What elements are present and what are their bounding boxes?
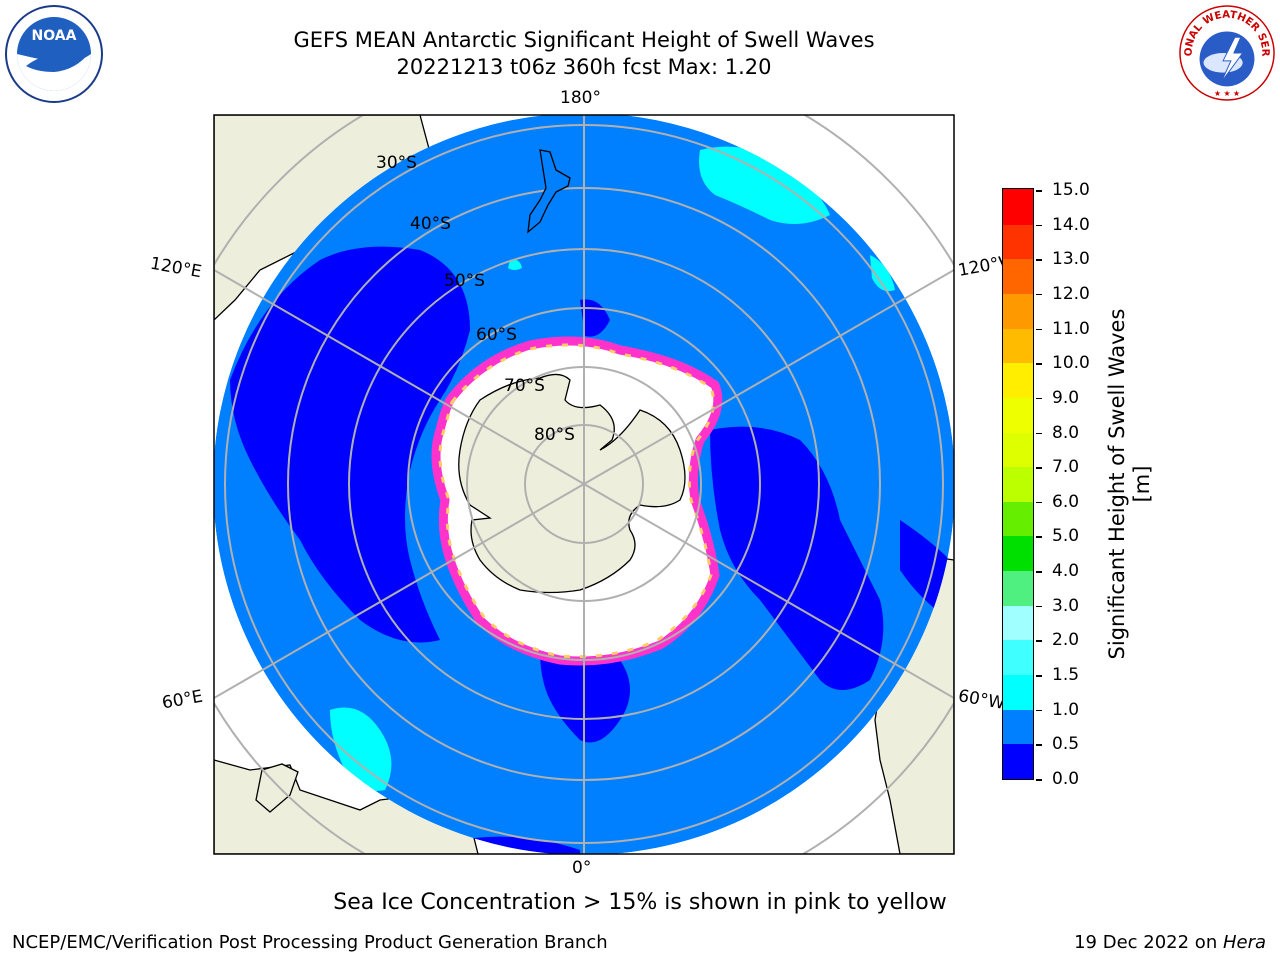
colorbar-title: Significant Height of Swell Waves [m] [1105,308,1154,660]
colorbar-bin [1003,674,1033,710]
colorbar-bin [1003,328,1033,364]
colorbar-tick-label: 7.0 [1052,457,1080,478]
colorbar-tick [1036,397,1042,400]
colorbar-tick [1036,744,1042,746]
footer-host: Hera [1222,932,1266,953]
colorbar-bin [1003,501,1033,537]
lat-label-70s: 70°S [504,376,545,396]
colorbar-tick-label: 14.0 [1052,214,1090,235]
map-frame [213,114,955,855]
colorbar-bin [1003,397,1033,433]
colorbar-tick [1036,675,1042,677]
svg-text:★ ★ ★: ★ ★ ★ [1214,89,1240,98]
colorbar-tick-label: 4.0 [1052,561,1080,582]
colorbar-tick [1036,605,1042,608]
colorbar-tick-label: 9.0 [1052,387,1080,408]
colorbar-tick [1036,467,1042,469]
meridian-lines [214,115,954,854]
lon-label-180: 180° [560,88,601,108]
colorbar-tick-label: 8.0 [1052,422,1080,443]
colorbar-tick-label: 1.0 [1052,699,1080,720]
colorbar-tick [1036,328,1042,331]
colorbar-tick [1036,190,1042,192]
colorbar-tick [1036,779,1042,781]
colorbar-bin [1003,293,1033,329]
colorbar-tick [1036,571,1042,573]
land-new-zealand [527,149,571,234]
colorbar-bin [1003,743,1033,779]
colorbar-bin [1003,431,1033,468]
colorbar-tick [1036,259,1042,261]
colorbar-bin [1003,709,1033,745]
colorbar-tick-label: 10.0 [1052,353,1090,374]
lat-label-40s: 40°S [410,214,451,234]
land-madagascar [255,763,299,813]
colorbar-tick [1036,709,1042,712]
nws-logo: NATIONAL WEATHER SERVICE ★ ★ ★ [1178,4,1275,101]
colorbar-bin [1003,224,1033,260]
colorbar-tick-label: 5.0 [1052,526,1080,547]
colorbar-tick [1036,536,1042,538]
colorbar-tick-label: 13.0 [1052,249,1090,270]
colorbar-tick-label: 3.0 [1052,595,1080,616]
colorbar-bin [1003,570,1033,606]
footer-date: 19 Dec 2022 on Hera [1074,932,1266,953]
lat-label-30s: 30°S [376,153,417,173]
colorbar-bin [1003,466,1033,502]
colorbar-tick-label: 6.0 [1052,491,1080,512]
colorbar-bin [1003,189,1033,225]
chart-subtitle: 20221213 t06z 360h fcst Max: 1.20 [396,55,772,79]
colorbar-tick-label: 2.0 [1052,630,1080,651]
colorbar-tick [1036,501,1042,504]
colorbar-tick-label: 15.0 [1052,180,1090,200]
colorbar-tick-label: 12.0 [1052,283,1090,304]
colorbar-tick-label: 1.5 [1052,665,1080,686]
colorbar-tick [1036,224,1042,227]
colorbar-bin [1003,362,1033,398]
lat-label-50s: 50°S [444,271,485,291]
colorbar [1002,188,1034,780]
colorbar-bin [1003,258,1033,294]
colorbar-bin [1003,605,1033,641]
chart-title: GEFS MEAN Antarctic Significant Height o… [293,28,875,52]
footer-date-text: 19 Dec 2022 on [1074,932,1223,953]
colorbar-tick [1036,293,1042,296]
lat-label-60s: 60°S [476,325,517,345]
lat-label-80s: 80°S [534,425,575,445]
colorbar-tick [1036,363,1042,365]
colorbar-bin [1003,535,1033,572]
lon-label-0: 0° [572,858,592,878]
colorbar-tick-label: 11.0 [1052,318,1090,339]
footer-credit: NCEP/EMC/Verification Post Processing Pr… [12,932,608,953]
colorbar-tick [1036,640,1042,642]
colorbar-bin [1003,639,1033,676]
noaa-logo: NOAA [5,5,103,103]
sea-ice-note: Sea Ice Concentration > 15% is shown in … [333,890,947,915]
colorbar-tick-label: 0.0 [1052,769,1080,789]
noaa-text: NOAA [32,28,77,44]
colorbar-tick-label: 0.5 [1052,734,1080,755]
colorbar-tick [1036,432,1042,435]
